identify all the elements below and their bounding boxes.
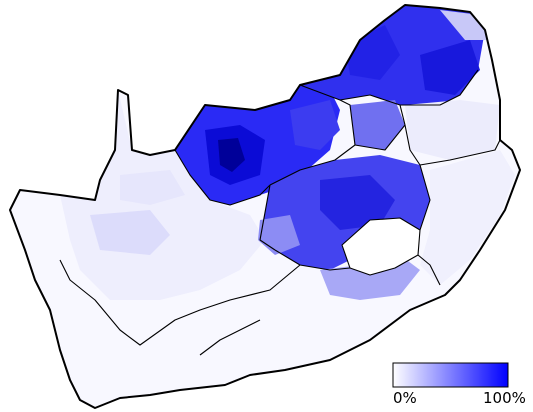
region-mpumalanga [405,100,500,160]
region-kzn [420,150,515,285]
region-north-west-east [290,100,340,150]
region-gauteng [350,100,405,150]
province-borders [59,69,501,356]
country-outline [9,4,521,409]
region-limpopo-east [420,40,480,95]
region-free-state-dark [320,175,395,230]
legend-min-label: 0% [393,389,417,407]
region-lesotho [342,218,420,275]
region-north-west-dark [218,138,245,172]
region-cape-light [120,170,185,205]
legend-max-label: 100% [483,389,526,407]
region-northern-cape-light [90,210,170,255]
legend-color-bar [392,362,509,388]
region-free-state-west [258,215,300,255]
